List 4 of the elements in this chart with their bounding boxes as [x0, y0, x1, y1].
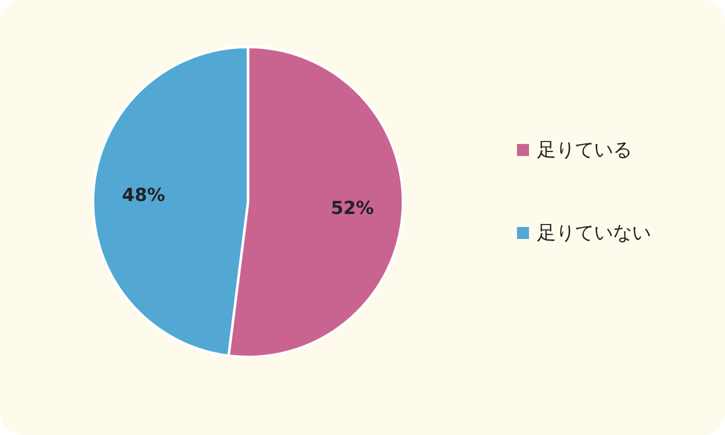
data-label: 52% — [330, 198, 374, 220]
legend-label: 足りていない — [537, 222, 651, 244]
data-label: 48% — [122, 184, 166, 206]
legend-label: 足りている — [537, 139, 632, 161]
